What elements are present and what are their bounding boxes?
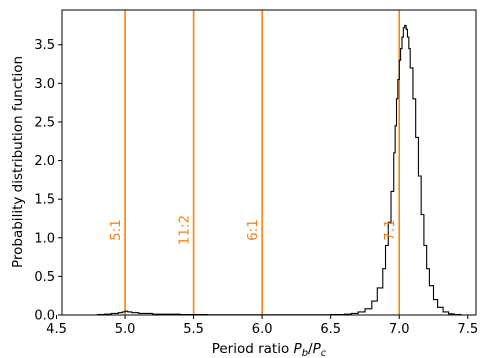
y-ticks: 0.0 0.5 1.0 1.5 2.0 2.5 3.0 3.5 — [34, 38, 62, 324]
x-tick-label: 5.5 — [183, 322, 204, 337]
y-tick-label: 2.0 — [34, 154, 55, 169]
resonance-label: 6:1 — [245, 219, 261, 241]
x-axis-label-sub2: c — [321, 348, 327, 358]
x-axis-label-var1: P — [294, 341, 303, 357]
x-axis-label-slash: / — [308, 341, 313, 357]
x-ticks: 4.5 5.0 5.5 6.0 6.5 7.0 7.5 — [46, 315, 478, 337]
resonance-label: 5:1 — [108, 219, 124, 241]
x-tick-label: 6.5 — [320, 322, 341, 337]
x-axis-label-sub1: b — [302, 348, 308, 358]
x-axis-label-var2: P — [313, 341, 322, 357]
pdf-step-line — [70, 24, 462, 316]
y-tick-label: 3.5 — [34, 38, 55, 53]
y-tick-label: 1.5 — [34, 193, 55, 208]
resonance-labels: 5:1 11:2 6:1 7:1 — [108, 215, 398, 245]
y-tick-label: 2.5 — [34, 115, 55, 130]
x-tick-label: 5.0 — [115, 322, 136, 337]
x-axis-label: Period ratio Pb/Pc — [212, 341, 327, 358]
x-tick-label: 7.5 — [457, 322, 478, 337]
x-tick-label: 6.0 — [252, 322, 273, 337]
x-tick-label: 4.5 — [46, 322, 67, 337]
y-tick-label: 0.5 — [34, 270, 55, 285]
x-tick-label: 7.0 — [389, 322, 410, 337]
y-tick-label: 0.0 — [34, 309, 55, 324]
plot-frame — [61, 9, 477, 316]
y-tick-label: 1.0 — [34, 231, 55, 246]
y-axis-label: Probability distribution function — [10, 56, 26, 268]
resonance-label: 7:1 — [382, 219, 398, 241]
resonance-label: 11:2 — [177, 215, 193, 245]
x-axis-label-prefix: Period ratio — [212, 341, 294, 357]
y-tick-label: 3.0 — [34, 77, 55, 92]
